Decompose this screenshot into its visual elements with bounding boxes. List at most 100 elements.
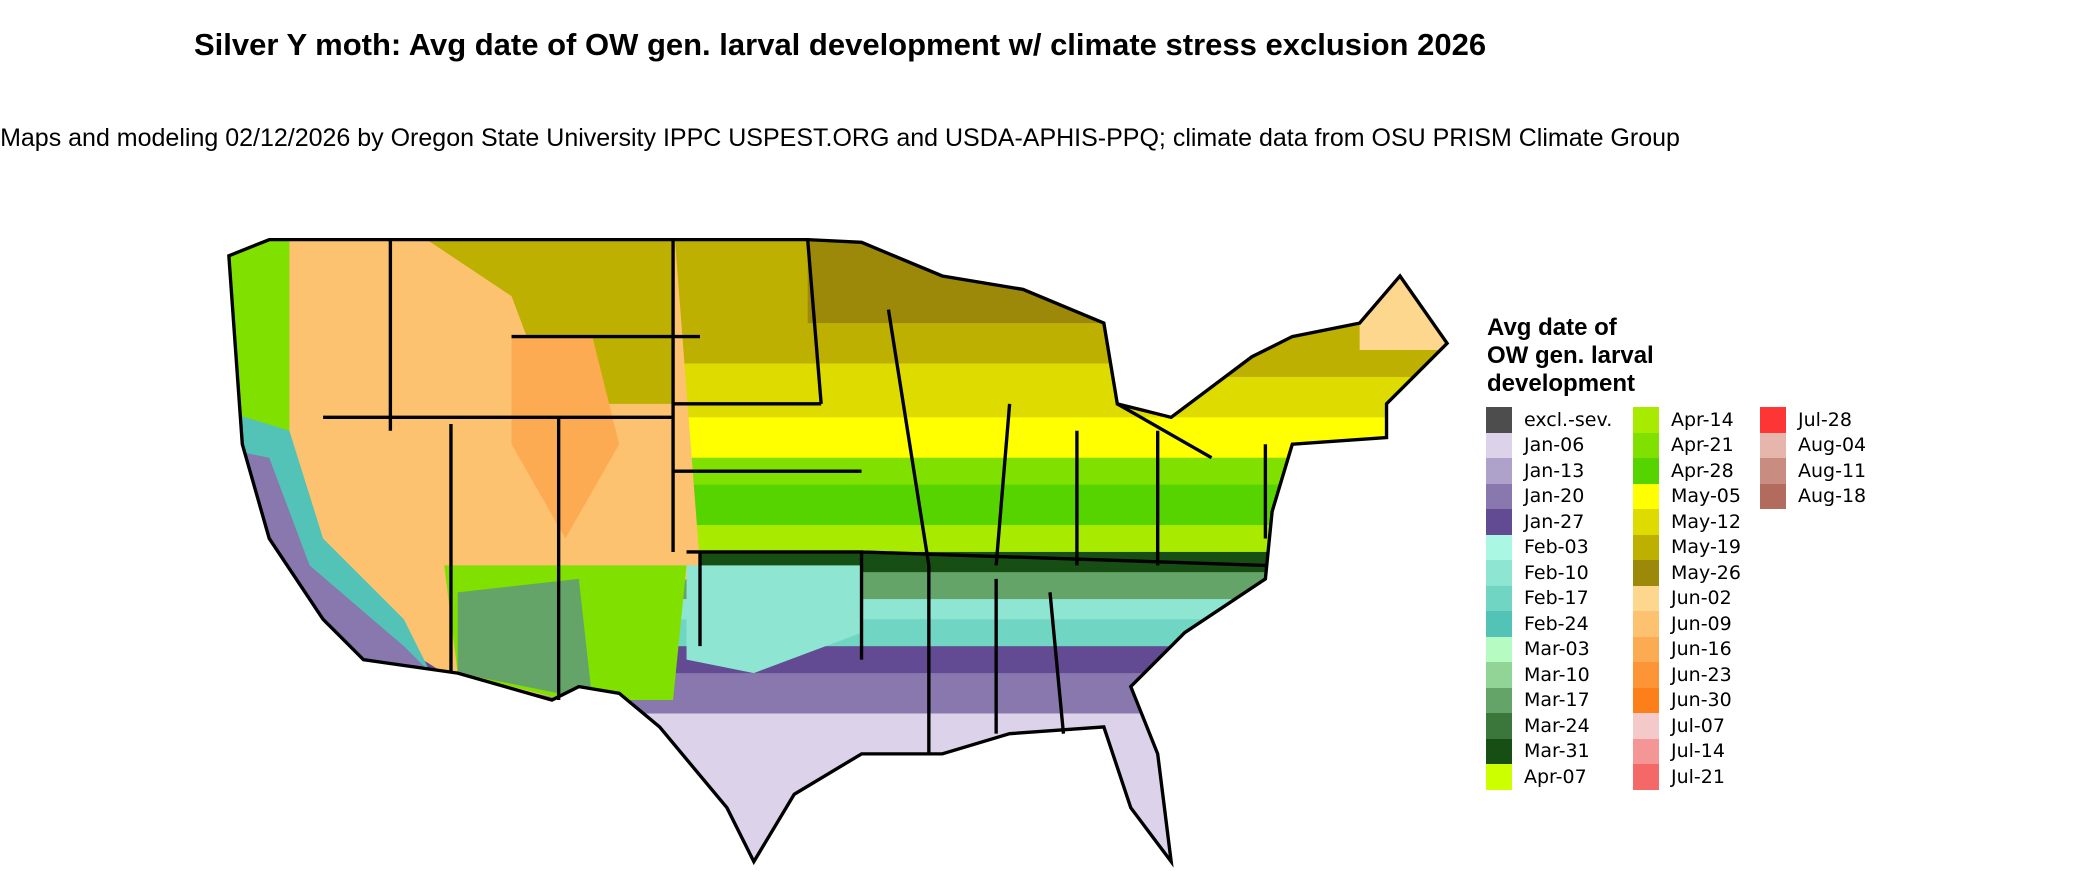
legend-swatch xyxy=(1633,534,1659,560)
legend-swatch xyxy=(1760,483,1786,509)
legend-label: Jun-09 xyxy=(1671,612,1732,635)
legend-swatch xyxy=(1486,407,1512,433)
legend-item: Jan-13 xyxy=(1486,458,1612,484)
legend-label: Jul-07 xyxy=(1671,714,1725,737)
legend-item: May-12 xyxy=(1633,509,1741,535)
legend-item: Aug-04 xyxy=(1760,432,1867,458)
legend-swatch xyxy=(1486,509,1512,535)
legend-label: Jun-23 xyxy=(1671,663,1732,686)
legend-swatch xyxy=(1486,483,1512,509)
legend-item: May-26 xyxy=(1633,560,1741,586)
legend-swatch xyxy=(1633,509,1659,535)
legend-label: Apr-07 xyxy=(1524,765,1587,788)
legend-item: Jul-21 xyxy=(1633,764,1741,790)
legend-item: Apr-28 xyxy=(1633,458,1741,484)
legend-swatch xyxy=(1633,585,1659,611)
legend-label: Apr-28 xyxy=(1671,459,1734,482)
legend-swatch xyxy=(1760,407,1786,433)
legend-item: Mar-03 xyxy=(1486,636,1612,662)
legend-swatch xyxy=(1633,483,1659,509)
legend-label: Mar-03 xyxy=(1524,638,1590,661)
legend-item: Apr-21 xyxy=(1633,432,1741,458)
legend-swatch xyxy=(1486,662,1512,688)
legend-swatch xyxy=(1486,764,1512,790)
legend-label: Jan-20 xyxy=(1524,485,1585,508)
legend-swatch xyxy=(1633,687,1659,713)
legend-item: Feb-10 xyxy=(1486,560,1612,586)
legend-swatch xyxy=(1633,611,1659,637)
legend-label: Jun-30 xyxy=(1671,689,1732,712)
legend-swatch xyxy=(1760,432,1786,458)
legend-swatch xyxy=(1633,764,1659,790)
legend-label: Aug-04 xyxy=(1798,434,1867,457)
legend-swatch xyxy=(1633,432,1659,458)
legend-label: Jul-28 xyxy=(1798,408,1852,431)
legend-item: Jun-30 xyxy=(1633,687,1741,713)
legend-swatch xyxy=(1486,611,1512,637)
legend-item: Apr-14 xyxy=(1633,407,1741,433)
legend-item: Mar-17 xyxy=(1486,687,1612,713)
map-subtitle: Maps and modeling 02/12/2026 by Oregon S… xyxy=(0,124,1680,152)
legend-swatch xyxy=(1486,458,1512,484)
legend-swatch xyxy=(1486,713,1512,739)
legend-swatch xyxy=(1633,713,1659,739)
legend-label: Jan-06 xyxy=(1524,434,1585,457)
legend-label: Jun-16 xyxy=(1671,638,1732,661)
legend-item: Jun-09 xyxy=(1633,611,1741,637)
legend-label: Jul-21 xyxy=(1671,765,1725,788)
legend-item: Feb-17 xyxy=(1486,585,1612,611)
legend-item: Jan-27 xyxy=(1486,509,1612,535)
legend-item: Jun-02 xyxy=(1633,585,1741,611)
legend-item: Jul-07 xyxy=(1633,713,1741,739)
legend-label: Aug-11 xyxy=(1798,459,1867,482)
legend-swatch xyxy=(1633,458,1659,484)
legend-swatch xyxy=(1486,687,1512,713)
legend-swatch xyxy=(1633,560,1659,586)
legend-label: May-19 xyxy=(1671,536,1741,559)
legend-label: May-12 xyxy=(1671,510,1741,533)
legend-label: Mar-10 xyxy=(1524,663,1590,686)
state-borders xyxy=(227,237,1449,864)
legend-label: May-05 xyxy=(1671,485,1741,508)
legend-swatch xyxy=(1486,585,1512,611)
legend-item: Jun-23 xyxy=(1633,662,1741,688)
legend-item: Jan-06 xyxy=(1486,432,1612,458)
map-title: Silver Y moth: Avg date of OW gen. larva… xyxy=(193,27,1487,62)
legend-item: Jul-28 xyxy=(1760,407,1866,433)
legend-label: Apr-21 xyxy=(1671,434,1734,457)
legend-label: Feb-24 xyxy=(1524,612,1589,635)
legend-column: Apr-14 Apr-21 Apr-28 May-05 May-12 May-19 May-… xyxy=(1633,407,1741,790)
legend-label: Feb-10 xyxy=(1524,561,1589,584)
legend-label: Apr-14 xyxy=(1671,408,1734,431)
legend-swatch xyxy=(1486,534,1512,560)
legend-item: Aug-11 xyxy=(1760,458,1866,484)
legend-swatch xyxy=(1486,738,1512,764)
legend-label: Feb-03 xyxy=(1524,536,1589,559)
legend-label: Feb-17 xyxy=(1524,587,1589,610)
legend-item: Feb-03 xyxy=(1486,534,1612,560)
legend-swatch xyxy=(1633,738,1659,764)
legend-label: Mar-24 xyxy=(1524,714,1590,737)
legend-swatch xyxy=(1760,458,1786,484)
legend-title: Avg date of OW gen. larval development xyxy=(1487,314,1654,397)
legend-label: Jan-27 xyxy=(1524,510,1585,533)
legend-label: May-26 xyxy=(1671,561,1741,584)
legend-swatch xyxy=(1486,560,1512,586)
legend-item: Aug-18 xyxy=(1760,483,1867,509)
legend-column: excl.-sev. Jan-06 Jan-13 Jan-20 Jan-27 Feb-03… xyxy=(1486,407,1612,790)
legend-label: Jan-13 xyxy=(1524,459,1585,482)
legend-item: Jan-20 xyxy=(1486,483,1612,509)
legend-item: excl.-sev. xyxy=(1486,407,1612,433)
legend-label: Aug-18 xyxy=(1798,485,1867,508)
legend-label: Mar-31 xyxy=(1524,740,1590,763)
legend-item: Jun-16 xyxy=(1633,636,1741,662)
legend-swatch xyxy=(1633,636,1659,662)
legend-swatch xyxy=(1633,662,1659,688)
legend-item: Mar-31 xyxy=(1486,738,1612,764)
legend-item: May-19 xyxy=(1633,534,1741,560)
legend-item: Feb-24 xyxy=(1486,611,1612,637)
legend-label: excl.-sev. xyxy=(1524,408,1613,431)
legend-item: May-05 xyxy=(1633,483,1741,509)
legend-item: Jul-14 xyxy=(1633,738,1741,764)
